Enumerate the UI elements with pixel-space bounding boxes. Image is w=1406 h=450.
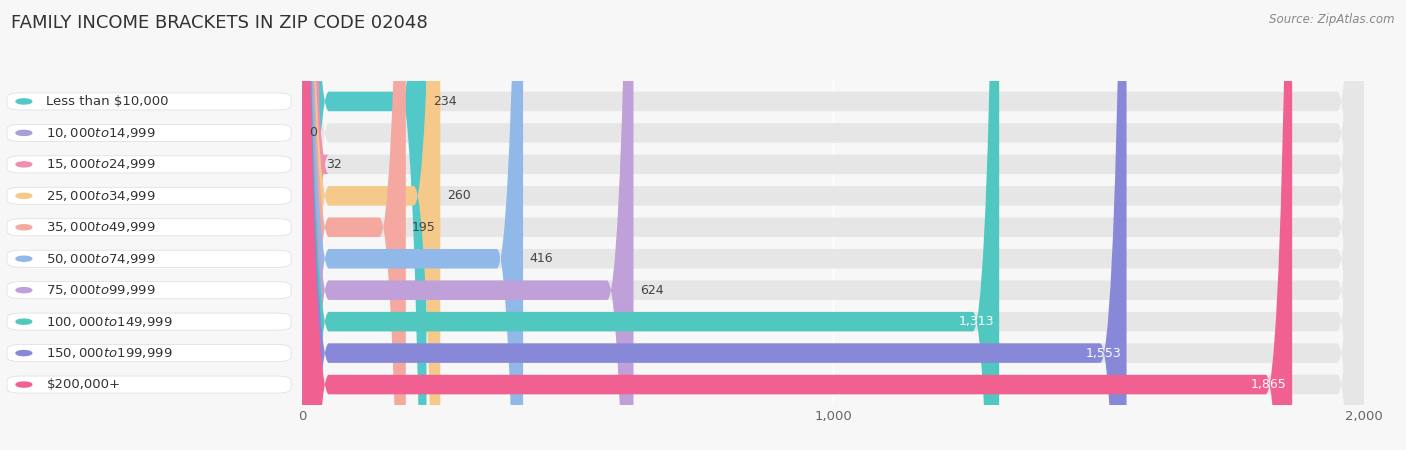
- FancyBboxPatch shape: [302, 0, 1364, 450]
- FancyBboxPatch shape: [302, 0, 1292, 450]
- FancyBboxPatch shape: [302, 0, 1364, 450]
- Text: $50,000 to $74,999: $50,000 to $74,999: [46, 252, 156, 266]
- Text: 234: 234: [433, 95, 457, 108]
- FancyBboxPatch shape: [302, 0, 1364, 450]
- Text: 260: 260: [447, 189, 471, 202]
- FancyBboxPatch shape: [302, 0, 1364, 450]
- Text: 32: 32: [326, 158, 342, 171]
- FancyBboxPatch shape: [302, 0, 634, 450]
- FancyBboxPatch shape: [302, 0, 1364, 450]
- FancyBboxPatch shape: [292, 0, 329, 450]
- Text: $35,000 to $49,999: $35,000 to $49,999: [46, 220, 156, 234]
- Text: $100,000 to $149,999: $100,000 to $149,999: [46, 315, 173, 328]
- Text: FAMILY INCOME BRACKETS IN ZIP CODE 02048: FAMILY INCOME BRACKETS IN ZIP CODE 02048: [11, 14, 427, 32]
- FancyBboxPatch shape: [302, 0, 1364, 450]
- Text: $25,000 to $34,999: $25,000 to $34,999: [46, 189, 156, 203]
- Text: $15,000 to $24,999: $15,000 to $24,999: [46, 158, 156, 171]
- FancyBboxPatch shape: [302, 0, 1364, 450]
- FancyBboxPatch shape: [302, 0, 406, 450]
- FancyBboxPatch shape: [302, 0, 1364, 450]
- FancyBboxPatch shape: [302, 0, 1000, 450]
- Text: 0: 0: [309, 126, 316, 140]
- Text: 1,553: 1,553: [1085, 346, 1121, 360]
- Text: 1,865: 1,865: [1251, 378, 1286, 391]
- FancyBboxPatch shape: [302, 0, 1364, 450]
- Text: Less than $10,000: Less than $10,000: [46, 95, 169, 108]
- FancyBboxPatch shape: [302, 0, 1126, 450]
- Text: $75,000 to $99,999: $75,000 to $99,999: [46, 283, 156, 297]
- FancyBboxPatch shape: [302, 0, 426, 450]
- Text: 1,313: 1,313: [959, 315, 994, 328]
- Text: $150,000 to $199,999: $150,000 to $199,999: [46, 346, 173, 360]
- FancyBboxPatch shape: [302, 0, 440, 450]
- Text: 416: 416: [530, 252, 553, 265]
- Text: Source: ZipAtlas.com: Source: ZipAtlas.com: [1270, 14, 1395, 27]
- Text: $10,000 to $14,999: $10,000 to $14,999: [46, 126, 156, 140]
- FancyBboxPatch shape: [302, 0, 523, 450]
- Text: $200,000+: $200,000+: [46, 378, 121, 391]
- FancyBboxPatch shape: [302, 0, 1364, 450]
- Text: 195: 195: [412, 221, 436, 234]
- Text: 624: 624: [640, 284, 664, 297]
